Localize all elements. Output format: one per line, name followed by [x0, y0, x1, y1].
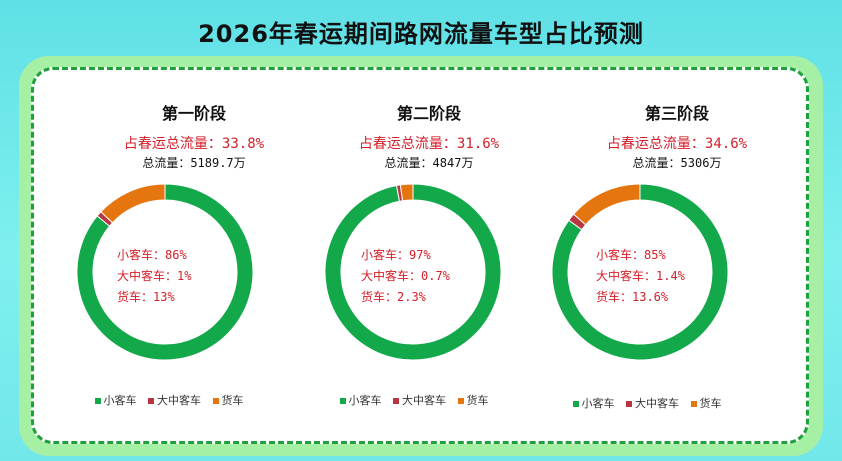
chart-panel: 第一阶段 占春运总流量：33.8% 总流量：5189.7万 小客车：86% 大中…	[19, 56, 823, 456]
stage-1-title: 第一阶段	[161, 104, 226, 123]
donut-slice-small-car	[551, 183, 729, 361]
stage-3-title: 第三阶段	[644, 104, 709, 123]
legend-swatch-truck	[690, 401, 697, 407]
legend-item-small: 小客车	[339, 392, 382, 408]
donut-slice-truck	[100, 183, 166, 224]
donut-slice-small-car	[324, 183, 502, 361]
legend-label-small: 小客车	[103, 394, 137, 407]
stage-2-column: 第二阶段 占春运总流量：31.6% 总流量：4847万 小客车：97% 大中客车…	[304, 56, 554, 456]
legend-label-medium: 大中客车	[402, 394, 446, 407]
stage-3-share: 占春运总流量：34.6%	[606, 136, 748, 152]
legend-item-truck: 货车	[457, 392, 489, 408]
stage-2-label-small: 小客车：97%	[361, 248, 431, 262]
stage-1-share: 占春运总流量：33.8%	[123, 136, 265, 152]
legend-label-medium: 大中客车	[157, 394, 201, 407]
legend-item-small: 小客车	[94, 392, 137, 408]
legend-label-small: 小客车	[348, 394, 382, 407]
stage-3-legend: 小客车 大中客车 货车	[522, 395, 772, 411]
stage-1-total: 总流量：5189.7万	[142, 156, 246, 170]
stage-2-label-medium: 大中客车：0.7%	[361, 269, 450, 283]
legend-swatch-medium	[148, 398, 154, 404]
legend-swatch-small	[94, 398, 101, 404]
page-title: 2026年春运期间路网流量车型占比预测	[198, 20, 644, 48]
stage-1-column: 第一阶段 占春运总流量：33.8% 总流量：5189.7万 小客车：86% 大中…	[69, 56, 319, 456]
legend-swatch-small	[572, 401, 579, 407]
legend-swatch-small	[339, 398, 346, 404]
legend-swatch-medium	[393, 398, 399, 404]
stage-2-title: 第二阶段	[396, 104, 461, 123]
stage-3-label-medium: 大中客车：1.4%	[596, 269, 685, 283]
legend-label-truck: 货车	[466, 394, 489, 407]
legend-swatch-truck	[212, 398, 219, 404]
legend-swatch-medium	[626, 401, 632, 407]
dashed-frame	[31, 67, 809, 444]
donut-slice-truck	[572, 183, 641, 226]
legend-swatch-truck	[457, 398, 464, 404]
stage-1-donut	[76, 183, 254, 361]
legend-item-medium: 大中客车	[148, 392, 201, 408]
legend-item-truck: 货车	[212, 392, 244, 408]
donut-slice-truck	[399, 183, 414, 202]
stage-1-label-truck: 货车：13%	[117, 290, 175, 304]
stage-3-total: 总流量：5306万	[632, 156, 722, 170]
donut-slice-small-car	[76, 183, 254, 361]
stage-2-total: 总流量：4847万	[384, 156, 474, 170]
stage-1-label-small: 小客车：86%	[117, 248, 187, 262]
stage-3-donut	[551, 183, 729, 361]
stage-2-donut	[324, 183, 502, 361]
legend-label-small: 小客车	[581, 397, 615, 410]
stage-1-legend: 小客车 大中客车 货车	[44, 392, 294, 408]
stage-3-label-truck: 货车：13.6%	[596, 290, 669, 304]
legend-item-medium: 大中客车	[626, 395, 679, 411]
legend-item-medium: 大中客车	[393, 392, 446, 408]
stage-2-share: 占春运总流量：31.6%	[358, 136, 500, 152]
stage-3-label-small: 小客车：85%	[596, 248, 666, 262]
stage-1-label-medium: 大中客车：1%	[117, 269, 192, 283]
stage-2-label-truck: 货车：2.3%	[361, 290, 426, 304]
legend-label-truck: 货车	[699, 397, 722, 410]
stage-3-column: 第三阶段 占春运总流量：34.6% 总流量：5306万 小客车：85% 大中客车…	[551, 56, 802, 456]
stage-2-legend: 小客车 大中客车 货车	[289, 392, 539, 408]
legend-label-truck: 货车	[221, 394, 244, 407]
legend-item-truck: 货车	[690, 395, 722, 411]
legend-item-small: 小客车	[572, 395, 615, 411]
legend-label-medium: 大中客车	[635, 397, 679, 410]
